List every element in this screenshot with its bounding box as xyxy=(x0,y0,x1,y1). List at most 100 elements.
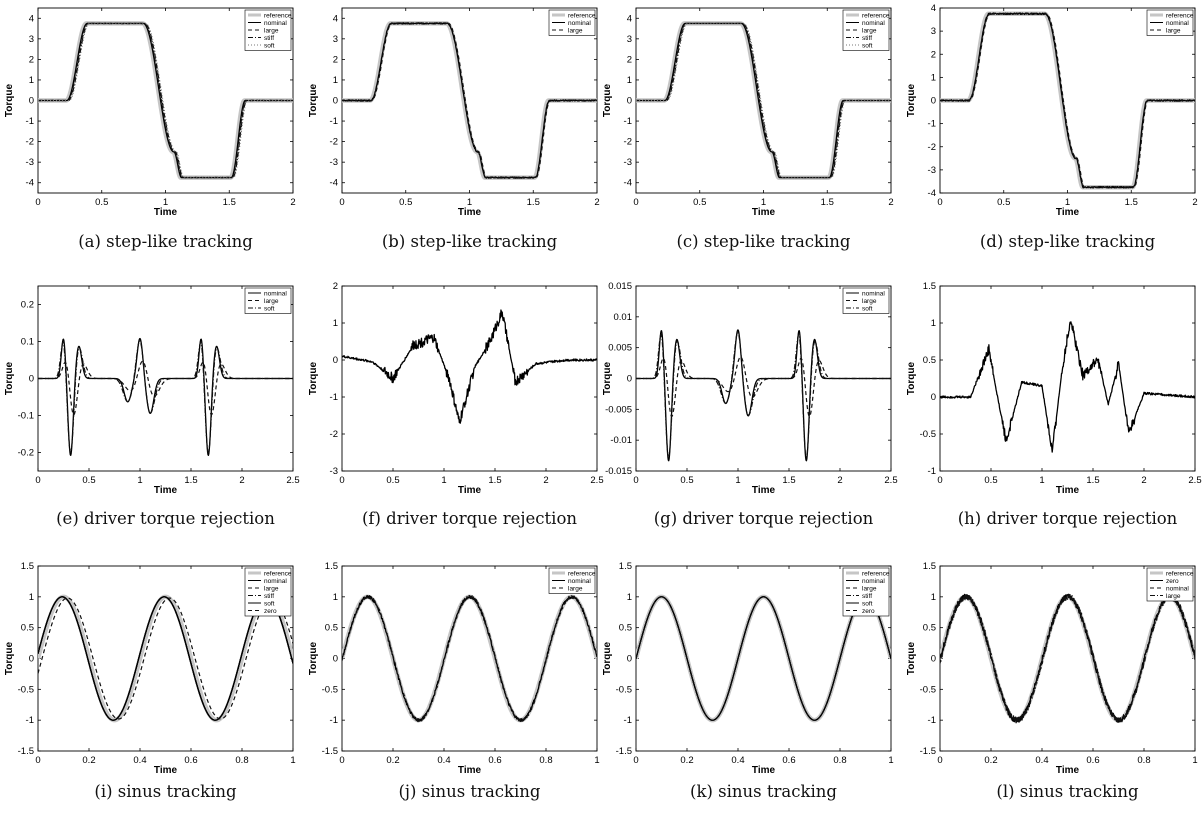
x-axis-label: Time xyxy=(752,485,776,496)
chart-g: 0 0.5 1 1.5 2 2.5 0.015 0.01 0.005 0 -0.005 -0.01 -0… xyxy=(602,281,898,496)
x-tick-label: 0.2 xyxy=(82,755,95,766)
y-tick-label: 0.015 xyxy=(608,281,632,292)
x-tick-label: 2 xyxy=(1141,475,1146,486)
y-tick-label: -2 xyxy=(928,142,936,153)
chart-panel-f: 0 0.5 1 1.5 2 2.5 2 1 0 -1 -2 -3 Time Torque xyxy=(308,278,604,496)
x-tick-label: 0 xyxy=(35,475,40,486)
legend-label: reference xyxy=(264,570,292,577)
legend-label: stiff xyxy=(862,35,872,42)
y-tick-label: 2 xyxy=(333,54,338,65)
legend-box xyxy=(842,287,890,314)
y-tick-label: 1 xyxy=(333,318,338,329)
y-tick-label: 0 xyxy=(931,392,936,403)
x-axis-label: Time xyxy=(1056,765,1080,776)
legend-label: nominal xyxy=(1166,585,1189,592)
y-tick-label: -4 xyxy=(330,178,338,189)
y-tick-label: -1 xyxy=(928,119,936,130)
legend-label: soft xyxy=(862,600,873,607)
series-line-soft xyxy=(636,332,891,458)
caption-d: (d) step-like tracking xyxy=(979,232,1156,251)
y-tick-label: -1 xyxy=(26,116,34,127)
y-tick-label: -4 xyxy=(928,188,936,199)
x-tick-label: 0 xyxy=(339,197,344,208)
x-tick-label: 0.4 xyxy=(133,755,146,766)
chart-panel-d: 0 0.5 1 1.5 2 4 3 2 1 0 -1 -2 -3 -4 Time Torque referenc… xyxy=(906,0,1200,218)
chart-panel-j: 0 0.2 0.4 0.6 0.8 1 1.5 1 0.5 0 -0.5 -1 -1.5 Time Torq… xyxy=(308,558,602,776)
caption-f: (f) driver torque rejection xyxy=(361,509,578,528)
legend-label: large xyxy=(568,585,583,592)
x-tick-label: 0.6 xyxy=(184,755,197,766)
legend-label: nominal xyxy=(568,20,591,27)
y-tick-label: 1 xyxy=(931,318,936,329)
legend-label: large xyxy=(568,27,583,34)
x-tick-label: 0.5 xyxy=(693,197,706,208)
x-tick-label: 1.5 xyxy=(488,475,501,486)
legend-label: stiff xyxy=(862,593,872,600)
x-tick-label: 2 xyxy=(543,475,548,486)
y-tick-label: -3 xyxy=(330,466,338,477)
x-tick-label: 0 xyxy=(339,475,344,486)
x-tick-label: 2.5 xyxy=(884,475,897,486)
legend-label: large xyxy=(264,27,279,34)
x-tick-label: 1 xyxy=(1065,197,1070,208)
x-tick-label: 0.2 xyxy=(386,755,399,766)
y-tick-label: 0.5 xyxy=(619,623,632,634)
legend-label: large xyxy=(264,585,279,592)
x-tick-label: 0.4 xyxy=(731,755,744,766)
y-tick-label: 0 xyxy=(627,96,632,107)
legend-label: large xyxy=(1166,593,1181,600)
y-tick-label: -1.5 xyxy=(920,746,936,757)
y-tick-label: -1 xyxy=(330,715,338,726)
legend-label: zero xyxy=(264,608,277,615)
x-tick-label: 2 xyxy=(290,197,295,208)
y-tick-label: 0 xyxy=(333,654,338,665)
y-tick-label: -3 xyxy=(26,157,34,168)
x-tick-label: 0.5 xyxy=(997,197,1010,208)
y-tick-label: -1 xyxy=(624,116,632,127)
y-tick-label: 2 xyxy=(931,49,936,60)
y-tick-label: 2 xyxy=(29,54,34,65)
legend-label: reference xyxy=(862,570,890,577)
x-tick-label: 0.8 xyxy=(833,755,846,766)
legend-label: nominal xyxy=(862,578,885,585)
y-axis-label: Torque xyxy=(308,641,319,675)
x-axis-label: Time xyxy=(458,765,482,776)
x-tick-label: 2.5 xyxy=(286,475,299,486)
y-tick-label: 4 xyxy=(627,13,632,24)
y-tick-label: -0.5 xyxy=(18,684,34,695)
x-tick-label: 1.5 xyxy=(821,197,834,208)
y-tick-label: 0 xyxy=(931,96,936,107)
caption-h: (h) driver torque rejection xyxy=(957,509,1178,528)
chart-panel-a: 0 0.5 1 1.5 2 4 3 2 1 0 -1 -2 -3 -4 Time Torque referenc… xyxy=(4,0,298,218)
x-tick-label: 0.5 xyxy=(386,475,399,486)
x-tick-label: 0 xyxy=(937,197,942,208)
chart-f: 0 0.5 1 1.5 2 2.5 2 1 0 -1 -2 -3 Time Torque xyxy=(308,281,604,496)
y-tick-label: -3 xyxy=(330,157,338,168)
x-tick-label: 0.8 xyxy=(235,755,248,766)
legend-label: large xyxy=(1166,27,1181,34)
plot-frame xyxy=(939,285,1196,472)
y-tick-label: -2 xyxy=(330,137,338,148)
y-tick-label: -2 xyxy=(330,429,338,440)
x-axis-label: Time xyxy=(154,765,178,776)
y-tick-label: 2 xyxy=(333,281,338,292)
x-tick-label: 0 xyxy=(35,755,40,766)
legend-label: nominal xyxy=(862,290,885,297)
caption-b: (b) step-like tracking xyxy=(381,232,558,251)
y-tick-label: 4 xyxy=(29,13,34,24)
legend-label: reference xyxy=(568,12,596,19)
y-axis-label: Torque xyxy=(906,361,917,395)
legend-label: soft xyxy=(264,305,275,312)
y-tick-label: -4 xyxy=(26,178,34,189)
caption-a: (a) step-like tracking xyxy=(78,232,253,251)
x-tick-label: 0.5 xyxy=(680,475,693,486)
y-tick-label: 0 xyxy=(931,654,936,665)
x-tick-label: 1 xyxy=(163,197,168,208)
y-tick-label: -1 xyxy=(330,392,338,403)
y-tick-label: 0.5 xyxy=(21,623,34,634)
legend-label: zero xyxy=(862,608,875,615)
legend-label: reference xyxy=(1166,12,1194,19)
legend-label: zero xyxy=(1166,578,1179,585)
y-tick-label: -1.5 xyxy=(616,746,632,757)
y-tick-label: 1 xyxy=(627,592,632,603)
